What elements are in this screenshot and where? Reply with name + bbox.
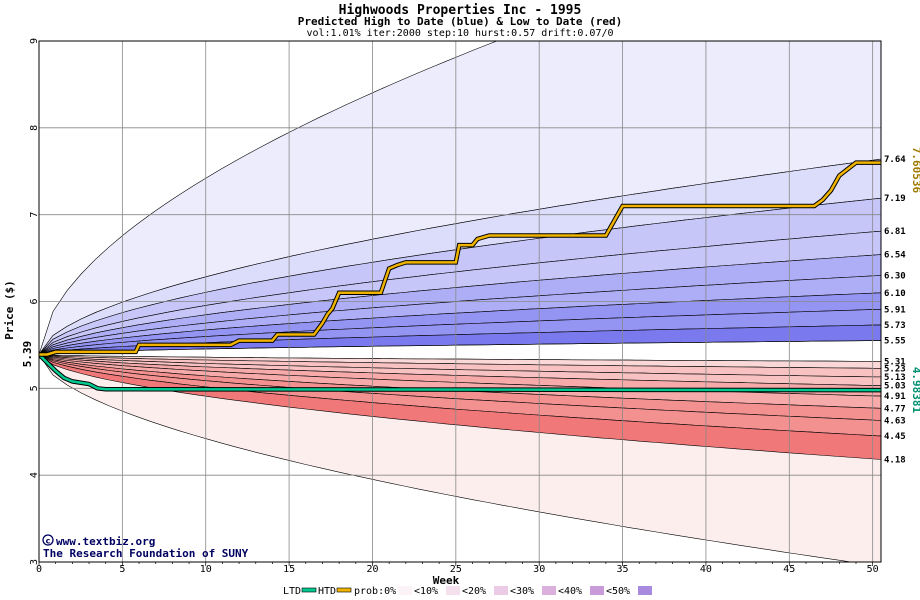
x-tick-label: 30 [533, 564, 545, 575]
y-tick-label: 6 [29, 298, 40, 304]
series-layer [39, 160, 881, 393]
legend-swatch [590, 586, 604, 595]
legend-swatch [494, 586, 508, 595]
credits: c www.textbiz.org The Research Foundatio… [42, 534, 249, 560]
y-axis-label: Price ($) [3, 280, 16, 340]
copyright-c: c [46, 537, 51, 546]
chart-title: Highwoods Properties Inc - 1995 [339, 3, 582, 18]
band-boundary [39, 340, 881, 355]
y-tick-label: 3 [29, 559, 40, 565]
band-value-label: 6.54 [884, 251, 906, 261]
band-value-label: 5.13 [884, 373, 906, 383]
x-tick-label: 50 [867, 564, 879, 575]
band-value-label: 5.23 [884, 364, 906, 374]
legend-prob-text: prob:0% [354, 586, 396, 597]
band-value-label: 6.81 [884, 227, 906, 237]
band-value-label: 4.18 [884, 456, 906, 466]
legend-swatch [398, 586, 412, 595]
band-value-labels: 7.64 7.19 6.81 6.54 6.30 6.10 5.91 5.73 5.55 5.31… [884, 155, 906, 465]
band-value-label: 4.63 [884, 416, 906, 426]
legend-ltd-text: LTD [283, 586, 301, 597]
legend-item-text: <20% [462, 586, 486, 597]
legend-swatch [446, 586, 460, 595]
legend-swatch [542, 586, 556, 595]
band-value-label: 6.10 [884, 289, 906, 299]
legend-ltd-swatch [301, 587, 317, 593]
x-tick-label: 45 [783, 564, 795, 575]
x-tick-label: 20 [366, 564, 378, 575]
x-tick-label: 10 [200, 564, 212, 575]
y-tick-label: 8 [29, 125, 40, 131]
band-value-label: 5.73 [884, 321, 906, 331]
y-tick-label: 9 [29, 38, 40, 44]
band-value-label: 5.55 [884, 337, 906, 347]
legend-item-text: <40% [558, 586, 582, 597]
probability-bands [39, 41, 881, 562]
band-value-label: 5.31 [884, 357, 906, 367]
htd-series [39, 161, 881, 356]
axis-titles: Week Price ($) 5.39 7.60536 4.98381 [3, 147, 920, 587]
band-value-label: 6.30 [884, 271, 906, 281]
x-tick-label: 0 [36, 564, 42, 575]
final-high-label: 7.60536 [910, 147, 920, 194]
legend-item-text: <10% [414, 586, 438, 597]
low-band [39, 354, 881, 460]
y-tick-label: 4 [29, 472, 40, 478]
x-tick-label: 40 [700, 564, 712, 575]
legend-htd-swatch [336, 587, 352, 593]
y-tick-label: 7 [29, 212, 40, 218]
credit-site: www.textbiz.org [56, 535, 155, 548]
x-tick-label: 15 [283, 564, 295, 575]
band-value-label: 4.91 [884, 392, 906, 402]
credit-org: The Research Foundation of SUNY [43, 547, 249, 560]
copyright-icon [42, 534, 54, 546]
band-value-label: 7.64 [884, 155, 906, 165]
x-tick-label: 35 [617, 564, 629, 575]
legend-swatch [638, 586, 652, 595]
y-tick-label: 5 [29, 385, 40, 391]
x-tick-label: 5 [119, 564, 125, 575]
final-low-label: 4.98381 [910, 367, 920, 414]
x-tick-label: 25 [450, 564, 462, 575]
legend-item-text: <50% [606, 586, 630, 597]
legend-htd-text: HTD [318, 586, 336, 597]
legend-item-text: <30% [510, 586, 534, 597]
band-value-label: 5.91 [884, 305, 906, 315]
x-axis-label: Week [433, 574, 460, 587]
chart-subtitle: Predicted High to Date (blue) & Low to D… [298, 15, 623, 28]
band-value-label: 7.19 [884, 194, 906, 204]
legend: LTD HTD prob:0% <10% <20% <30% <40% <50% [283, 586, 652, 597]
band-value-label: 4.77 [884, 404, 906, 414]
band-value-label: 4.45 [884, 432, 906, 442]
plot-frame [38, 40, 882, 563]
start-price-label: 5.39 [21, 341, 34, 368]
chart-header: Highwoods Properties Inc - 1995 Predicte… [298, 3, 623, 39]
chart-params: vol:1.01% iter:2000 step:10 hurst:0.57 d… [306, 28, 613, 39]
band-value-label: 5.03 [884, 382, 906, 392]
ltd-series [39, 353, 881, 392]
